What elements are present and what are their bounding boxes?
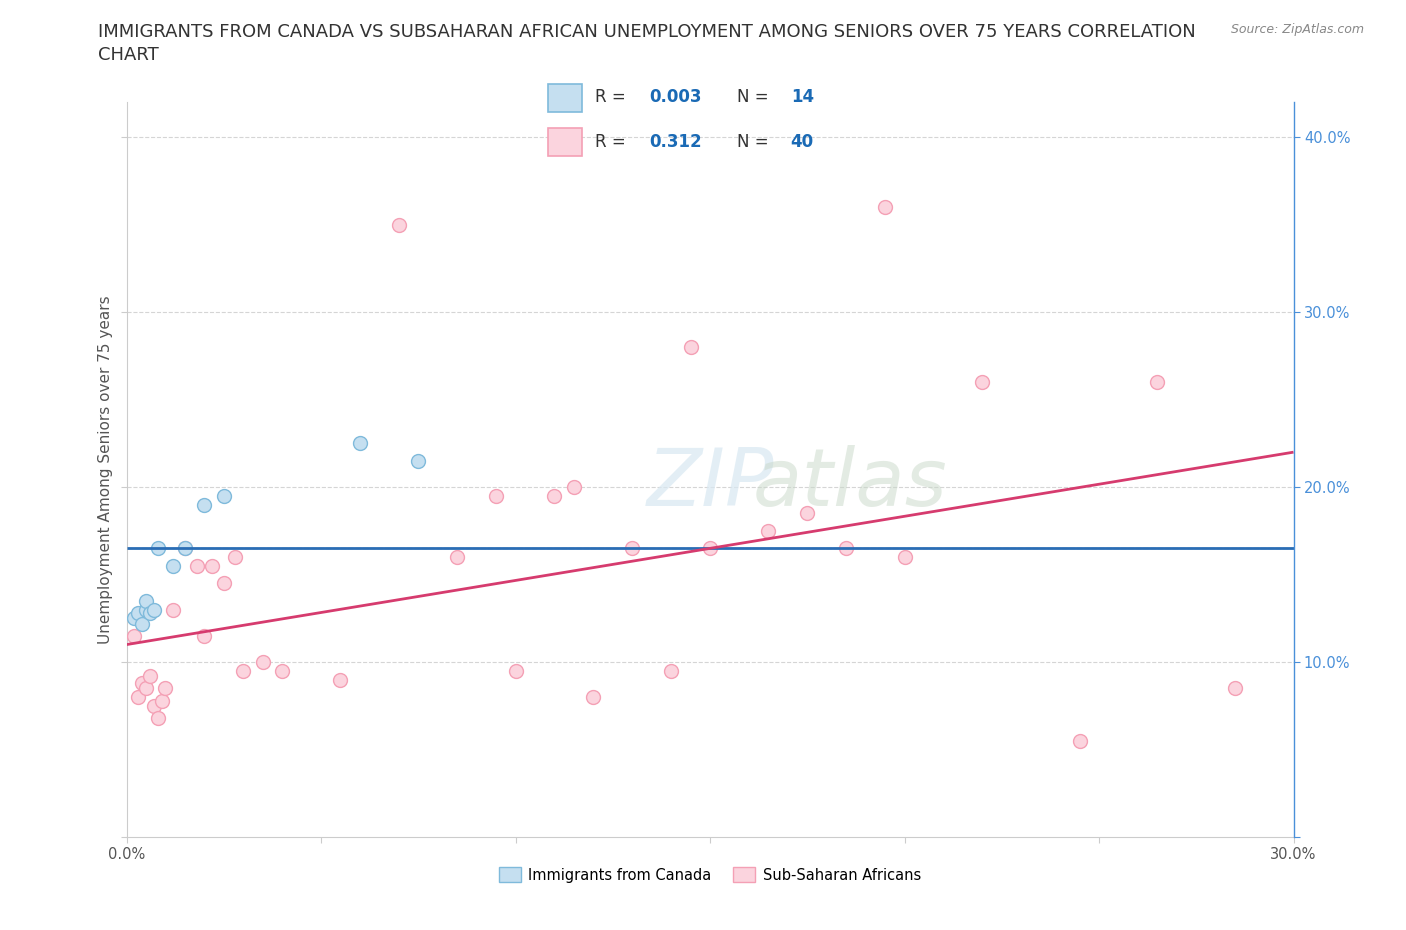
FancyBboxPatch shape	[548, 128, 582, 156]
Point	[446, 550, 468, 565]
Point	[127, 690, 149, 705]
Point	[388, 218, 411, 232]
Text: ZIP: ZIP	[647, 445, 773, 524]
Point	[201, 558, 224, 573]
Point	[271, 663, 294, 678]
Point	[139, 605, 162, 620]
Point	[162, 602, 184, 617]
Point	[232, 663, 254, 678]
Point	[174, 541, 197, 556]
Point	[1223, 681, 1246, 696]
Point	[212, 488, 235, 503]
Text: 0.003: 0.003	[650, 88, 702, 106]
Point	[174, 541, 197, 556]
Point	[408, 454, 430, 469]
Point	[972, 375, 994, 390]
Point	[699, 541, 721, 556]
Point	[679, 339, 702, 354]
Point	[124, 611, 146, 626]
Point	[621, 541, 644, 556]
Point	[875, 200, 897, 215]
Point	[1069, 734, 1091, 749]
Point	[485, 488, 508, 503]
Text: Source: ZipAtlas.com: Source: ZipAtlas.com	[1230, 23, 1364, 36]
Text: N =: N =	[737, 88, 773, 106]
Legend: Immigrants from Canada, Sub-Saharan Africans: Immigrants from Canada, Sub-Saharan Afri…	[494, 861, 927, 888]
Point	[505, 663, 527, 678]
Y-axis label: Unemployment Among Seniors over 75 years: Unemployment Among Seniors over 75 years	[97, 296, 112, 644]
FancyBboxPatch shape	[548, 84, 582, 112]
Point	[796, 506, 818, 521]
Point	[349, 436, 371, 451]
Text: CHART: CHART	[98, 46, 159, 64]
Point	[124, 629, 146, 644]
Point	[1146, 375, 1168, 390]
Point	[135, 681, 157, 696]
Point	[142, 602, 165, 617]
Point	[142, 698, 165, 713]
Point	[329, 672, 352, 687]
Text: IMMIGRANTS FROM CANADA VS SUBSAHARAN AFRICAN UNEMPLOYMENT AMONG SENIORS OVER 75 : IMMIGRANTS FROM CANADA VS SUBSAHARAN AFR…	[98, 23, 1197, 41]
Point	[756, 524, 779, 538]
Text: atlas: atlas	[752, 445, 948, 524]
Point	[131, 617, 153, 631]
Point	[193, 629, 215, 644]
Point	[835, 541, 858, 556]
Text: R =: R =	[595, 133, 637, 152]
Point	[893, 550, 915, 565]
Point	[146, 541, 169, 556]
Point	[139, 669, 162, 684]
Point	[150, 693, 173, 708]
Point	[135, 602, 157, 617]
Point	[146, 711, 169, 725]
Text: 14: 14	[790, 88, 814, 106]
Point	[162, 558, 184, 573]
Text: 0.312: 0.312	[650, 133, 702, 152]
Point	[252, 655, 274, 670]
Point	[131, 675, 153, 690]
Point	[155, 681, 177, 696]
Point	[186, 558, 208, 573]
Point	[212, 576, 235, 591]
Text: N =: N =	[737, 133, 773, 152]
Point	[582, 690, 605, 705]
Point	[543, 488, 565, 503]
Text: 40: 40	[790, 133, 814, 152]
Point	[659, 663, 682, 678]
Text: R =: R =	[595, 88, 631, 106]
Point	[224, 550, 246, 565]
Point	[193, 498, 215, 512]
Point	[127, 605, 149, 620]
Point	[562, 480, 585, 495]
Point	[135, 593, 157, 608]
